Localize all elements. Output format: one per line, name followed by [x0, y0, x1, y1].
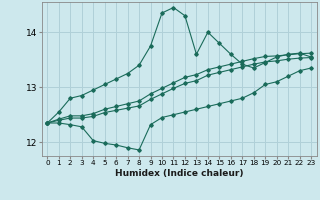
- X-axis label: Humidex (Indice chaleur): Humidex (Indice chaleur): [115, 169, 244, 178]
